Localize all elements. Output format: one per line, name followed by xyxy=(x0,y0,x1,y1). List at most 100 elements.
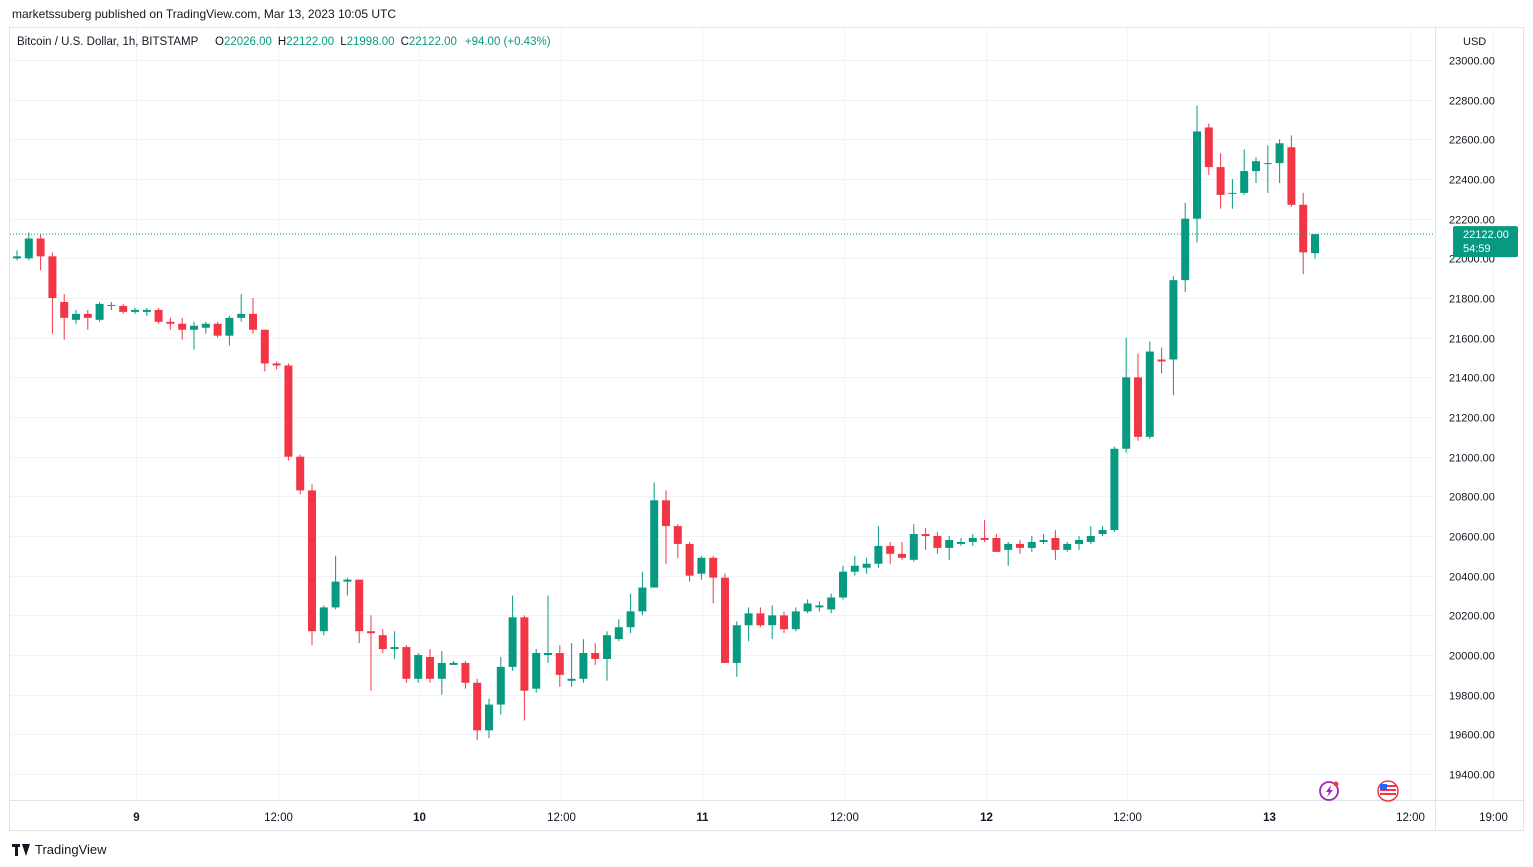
candle-down xyxy=(249,298,257,334)
candle-body xyxy=(296,456,305,491)
candle-up xyxy=(1086,526,1095,544)
candle-down xyxy=(296,454,305,495)
candle-down xyxy=(83,309,92,330)
candle-body xyxy=(449,662,458,665)
candle-body xyxy=(1039,539,1048,542)
y-tick-label: 20400.00 xyxy=(1449,572,1495,584)
candle-body xyxy=(1193,131,1201,219)
y-tick-label: 22600.00 xyxy=(1449,135,1495,147)
candle-body xyxy=(308,490,316,632)
candle-body xyxy=(827,597,836,610)
candle-body xyxy=(213,323,222,336)
candle-body xyxy=(48,256,57,298)
candle-body xyxy=(709,557,718,578)
candle-up xyxy=(72,309,80,324)
candle-body xyxy=(1311,234,1319,254)
candle-body xyxy=(237,313,246,318)
y-tick-label: 20200.00 xyxy=(1449,611,1495,623)
last-price-badge: 22122.00 54:59 xyxy=(1453,226,1518,258)
candle-up xyxy=(697,555,706,580)
candle-body xyxy=(249,313,257,330)
candle-body xyxy=(319,607,328,632)
candle-down xyxy=(1204,123,1213,176)
y-tick-label: 22400.00 xyxy=(1449,175,1495,187)
candle-down xyxy=(780,611,788,634)
candle-body xyxy=(378,635,387,650)
candle-body xyxy=(1252,161,1260,172)
candle-up xyxy=(95,301,104,322)
y-tick-label: 20600.00 xyxy=(1449,532,1495,544)
candle-body xyxy=(1004,543,1013,550)
candle-up xyxy=(909,524,918,562)
y-tick-label: 21400.00 xyxy=(1449,373,1495,385)
candle-body xyxy=(567,678,576,681)
candle-body xyxy=(768,615,777,626)
candle-down xyxy=(355,579,364,644)
candle-up xyxy=(1122,337,1131,453)
candle-body xyxy=(1122,377,1131,449)
candle-body xyxy=(1240,171,1249,193)
candle-body xyxy=(166,321,175,324)
x-tick-label: 10 xyxy=(413,812,426,824)
candle-up xyxy=(24,232,33,261)
candle-down xyxy=(992,534,1001,552)
x-tick-label: 19:00 xyxy=(1479,812,1508,824)
y-tick-label: 21600.00 xyxy=(1449,334,1495,346)
candle-body xyxy=(390,647,399,650)
candle-up xyxy=(225,315,234,346)
candle-up xyxy=(1098,526,1107,536)
candle-up xyxy=(131,307,139,314)
candle-body xyxy=(603,635,611,659)
candle-down xyxy=(933,532,942,554)
candle-body xyxy=(201,323,210,328)
candle-body xyxy=(662,500,670,527)
candle-body xyxy=(473,682,482,731)
candle-up xyxy=(874,526,883,568)
x-tick-label: 9 xyxy=(133,812,139,824)
candle-up xyxy=(1075,536,1083,550)
candle-down xyxy=(473,678,482,741)
candle-up xyxy=(437,651,446,695)
publish-info: marketssuberg published on TradingView.c… xyxy=(12,7,396,21)
candle-body xyxy=(331,581,340,608)
x-tick-label: 12:00 xyxy=(1113,812,1142,824)
candle-body xyxy=(803,603,812,612)
candle-up xyxy=(1193,105,1201,243)
footer-brand[interactable]: TradingView xyxy=(12,842,107,857)
candle-up xyxy=(13,250,21,261)
time-axis[interactable]: 9 12:00 10 12:00 11 12:00 12 12:00 13 12:00 19:00 xyxy=(133,812,1508,824)
candle-body xyxy=(721,577,729,663)
price-axis[interactable]: 19400.00 19600.00 19800.00 20000.00 20200.00… xyxy=(1449,56,1495,782)
candle-down xyxy=(402,645,411,683)
candle-body xyxy=(1086,536,1095,542)
candle-body xyxy=(957,541,965,544)
candle-body xyxy=(402,647,411,679)
x-tick-label: 12:00 xyxy=(830,812,859,824)
y-tick-label: 23000.00 xyxy=(1449,56,1495,68)
y-tick-label: 19600.00 xyxy=(1449,730,1495,742)
candle-body xyxy=(933,536,942,548)
y-tick-label: 22200.00 xyxy=(1449,215,1495,227)
lightning-icon[interactable] xyxy=(1319,781,1339,801)
chart-panel[interactable]: 19400.00 19600.00 19800.00 20000.00 20200.00… xyxy=(9,27,1524,831)
y-tick-label: 21800.00 xyxy=(1449,294,1495,306)
candle-body xyxy=(544,653,552,655)
us-flag-icon[interactable] xyxy=(1377,780,1399,802)
candle-body xyxy=(485,704,493,731)
candle-body xyxy=(898,553,906,558)
candle-body xyxy=(638,587,647,612)
candle-down xyxy=(60,294,69,340)
candle-body xyxy=(1027,541,1036,548)
candle-body xyxy=(862,563,871,568)
x-tick-label: 12:00 xyxy=(547,812,576,824)
candle-up xyxy=(201,321,210,334)
legend-open-value: 22026.00 xyxy=(224,36,272,48)
candlestick-chart[interactable]: 19400.00 19600.00 19800.00 20000.00 20200.00… xyxy=(10,28,1523,830)
candle-down xyxy=(721,573,729,663)
candle-body xyxy=(225,317,234,336)
candle-down xyxy=(886,541,895,564)
candle-body xyxy=(154,309,163,322)
candle-body xyxy=(1228,192,1237,194)
candle-body xyxy=(744,613,753,626)
legend-close-value: 22122.00 xyxy=(409,36,457,48)
